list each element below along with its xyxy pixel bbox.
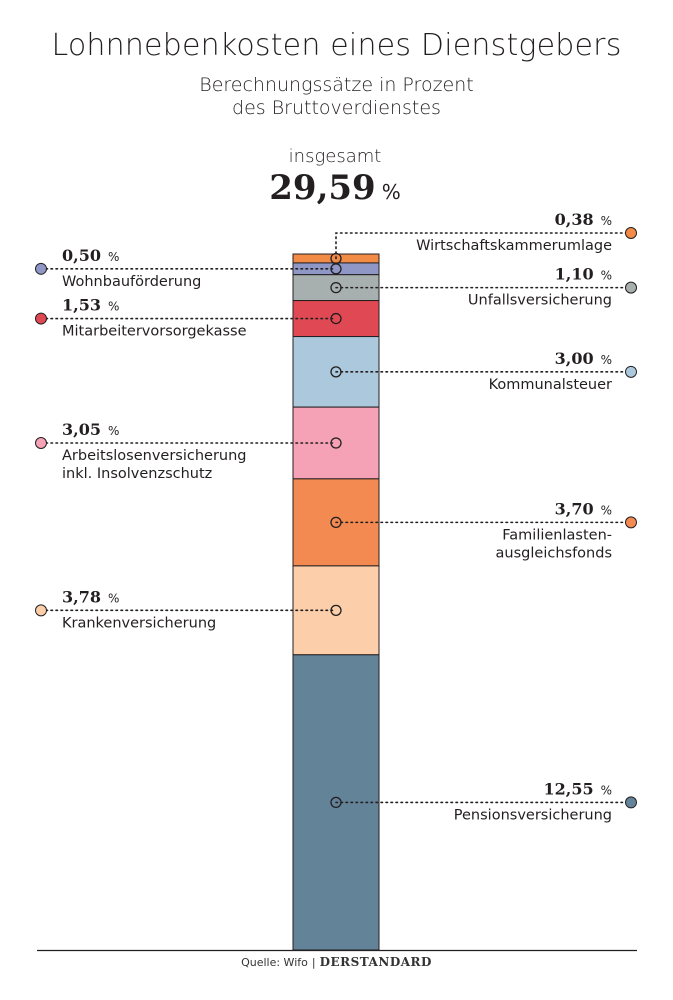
value-label-wohnbauf-rderung: 0,50%: [62, 246, 119, 265]
legend-dot-kommunalsteuer: [625, 365, 637, 378]
marker-mitarbeitervorsorgekasse: [330, 312, 342, 325]
legend-dot-pensionsversicherung: [625, 796, 637, 809]
legend-dot-unfallsversicherung: [625, 281, 637, 294]
category-label-familienlasten-ausgleichsfonds-line-1: Familienlasten-: [502, 527, 612, 543]
source-separator: |: [311, 956, 316, 969]
legend-dot-arbeitslosenversicherung-inkl-insolvenzschutz: [35, 436, 47, 449]
marker-pensionsversicherung: [330, 796, 342, 809]
total-value-block: 29,59%: [200, 168, 470, 208]
marker-krankenversicherung: [330, 604, 342, 617]
marker-arbeitslosenversicherung-inkl-insolvenzschutz: [330, 437, 342, 449]
total-label: insgesamt: [288, 146, 382, 167]
source-label: Quelle: Wifo: [241, 956, 308, 969]
value-label-familienlasten-ausgleichsfonds: 3,70%: [555, 499, 612, 518]
subtitle-line-1: Berechnungssätze in Prozent: [199, 74, 474, 96]
category-label-arbeitslosenversicherung-inkl-insolvenzschutz-line-1: Arbeitslosenversicherung: [62, 448, 247, 464]
category-label-kommunalsteuer: Kommunalsteuer: [489, 377, 612, 393]
legend-dot-wohnbauf-rderung: [35, 262, 47, 275]
brand-logo: DERSTANDARD: [319, 955, 432, 969]
value-label-krankenversicherung: 3,78%: [62, 587, 119, 606]
legend-dot-mitarbeitervorsorgekasse: [35, 312, 47, 325]
marker-kommunalsteuer: [330, 366, 342, 378]
chart-subtitle: Berechnungssätze in Prozent des Bruttove…: [0, 74, 673, 120]
chart-title: Lohnnebenkosten eines Dienstgebers: [51, 28, 622, 63]
value-label-unfallsversicherung: 1,10%: [555, 265, 612, 284]
marker-familienlasten-ausgleichsfonds: [330, 516, 342, 529]
total-unit: %: [381, 180, 401, 204]
value-label-wirtschaftskammerumlage: 0,38%: [555, 210, 612, 229]
marker-wohnbauf-rderung: [330, 263, 342, 275]
category-label-krankenversicherung: Krankenversicherung: [62, 615, 216, 631]
category-label-wohnbauf-rderung: Wohnbauförderung: [62, 274, 201, 290]
category-label-familienlasten-ausgleichsfonds-line-2: ausgleichsfonds: [496, 545, 612, 561]
value-label-mitarbeitervorsorgekasse: 1,53%: [62, 296, 119, 315]
category-label-wirtschaftskammerumlage: Wirtschaftskammerumlage: [416, 238, 612, 254]
marker-unfallsversicherung: [330, 281, 342, 294]
value-label-arbeitslosenversicherung-inkl-insolvenzschutz: 3,05%: [62, 420, 119, 439]
category-label-unfallsversicherung: Unfallsversicherung: [468, 293, 612, 309]
subtitle-line-2: des Bruttoverdienstes: [232, 97, 441, 119]
total-value: 29,59: [269, 168, 376, 208]
value-label-pensionsversicherung: 12,55%: [543, 779, 612, 798]
legend-dot-wirtschaftskammerumlage: [625, 227, 637, 239]
legend-dot-krankenversicherung: [35, 604, 47, 617]
source-line: Quelle: Wifo | DERSTANDARD: [0, 955, 673, 969]
legend-dot-familienlasten-ausgleichsfonds: [625, 516, 637, 529]
connector-wirtschaftskammerumlage: [335, 232, 632, 260]
category-label-arbeitslosenversicherung-inkl-insolvenzschutz-line-2: inkl. Insolvenzschutz: [62, 466, 212, 482]
value-label-kommunalsteuer: 3,00%: [555, 349, 612, 368]
category-label-mitarbeitervorsorgekasse: Mitarbeitervorsorgekasse: [62, 324, 247, 340]
category-label-pensionsversicherung: Pensionsversicherung: [454, 807, 612, 823]
